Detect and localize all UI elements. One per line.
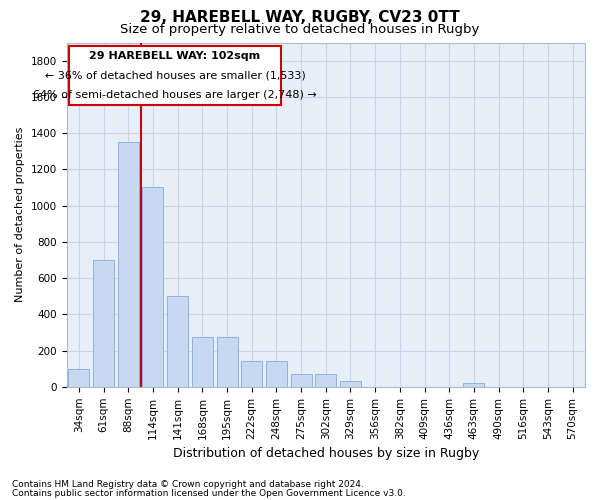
X-axis label: Distribution of detached houses by size in Rugby: Distribution of detached houses by size … (173, 447, 479, 460)
Bar (217, 337, 238, 387)
Text: Contains HM Land Registry data © Crown copyright and database right 2024.: Contains HM Land Registry data © Crown c… (12, 480, 364, 489)
Text: 29 HAREBELL WAY: 102sqm: 29 HAREBELL WAY: 102sqm (89, 51, 260, 61)
Text: Contains public sector information licensed under the Open Government Licence v3: Contains public sector information licen… (12, 488, 406, 498)
Bar (290, 374, 311, 387)
Y-axis label: Number of detached properties: Number of detached properties (15, 127, 25, 302)
Bar (315, 374, 336, 387)
Bar (142, 188, 163, 387)
Text: Size of property relative to detached houses in Rugby: Size of property relative to detached ho… (121, 22, 479, 36)
Bar (68, 368, 89, 387)
Bar (192, 337, 213, 387)
Bar (266, 362, 287, 387)
Text: ← 36% of detached houses are smaller (1,533): ← 36% of detached houses are smaller (1,… (44, 70, 305, 81)
Text: 29, HAREBELL WAY, RUGBY, CV23 0TT: 29, HAREBELL WAY, RUGBY, CV23 0TT (140, 10, 460, 25)
Bar (118, 142, 139, 387)
Text: 64% of semi-detached houses are larger (2,748) →: 64% of semi-detached houses are larger (… (33, 90, 317, 100)
FancyBboxPatch shape (68, 46, 281, 105)
Bar (93, 260, 114, 387)
Bar (463, 383, 484, 387)
Bar (167, 296, 188, 387)
Bar (340, 382, 361, 387)
Bar (241, 362, 262, 387)
